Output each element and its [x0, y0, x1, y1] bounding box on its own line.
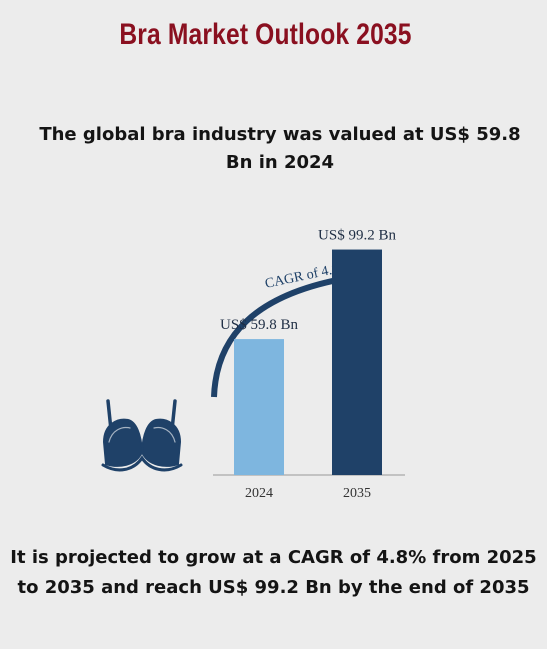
bra-icon — [101, 399, 183, 472]
intro-text: The global bra industry was valued at US… — [39, 124, 521, 173]
bar-2035 — [332, 249, 382, 475]
x-tick-label-2035: 2035 — [343, 486, 371, 501]
data-label-2035: US$ 99.2 Bn — [318, 228, 396, 244]
outro-text: It is projected to grow at a CAGR of 4.8… — [10, 547, 537, 598]
page-title: Bra Market Outlook 2035 — [119, 18, 412, 51]
data-label-2024: US$ 59.8 Bn — [220, 317, 298, 333]
x-tick-label-2024: 2024 — [245, 486, 273, 501]
bars-group: US$ 59.8 Bn 2024 US$ 99.2 Bn 2035 — [220, 228, 396, 501]
bar-2024 — [234, 339, 284, 475]
